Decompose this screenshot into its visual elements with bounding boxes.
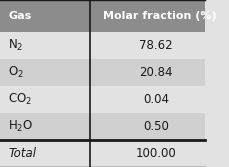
Text: H$_2$O: H$_2$O <box>8 119 33 134</box>
Bar <box>0 113 204 140</box>
Text: CO$_2$: CO$_2$ <box>8 92 32 107</box>
Bar <box>0 32 204 59</box>
Bar <box>0 0 204 32</box>
Text: 20.84: 20.84 <box>139 66 172 79</box>
Text: Total: Total <box>8 147 36 160</box>
Text: 0.50: 0.50 <box>143 120 168 133</box>
Text: 0.04: 0.04 <box>143 93 169 106</box>
Text: 100.00: 100.00 <box>135 147 176 160</box>
Text: N$_2$: N$_2$ <box>8 38 23 53</box>
Text: O$_2$: O$_2$ <box>8 65 24 80</box>
Text: 78.62: 78.62 <box>139 39 172 52</box>
Text: Molar fraction (%): Molar fraction (%) <box>102 11 215 21</box>
Bar <box>0 86 204 113</box>
Bar <box>0 140 204 167</box>
Text: Gas: Gas <box>8 11 31 21</box>
Bar <box>0 59 204 86</box>
